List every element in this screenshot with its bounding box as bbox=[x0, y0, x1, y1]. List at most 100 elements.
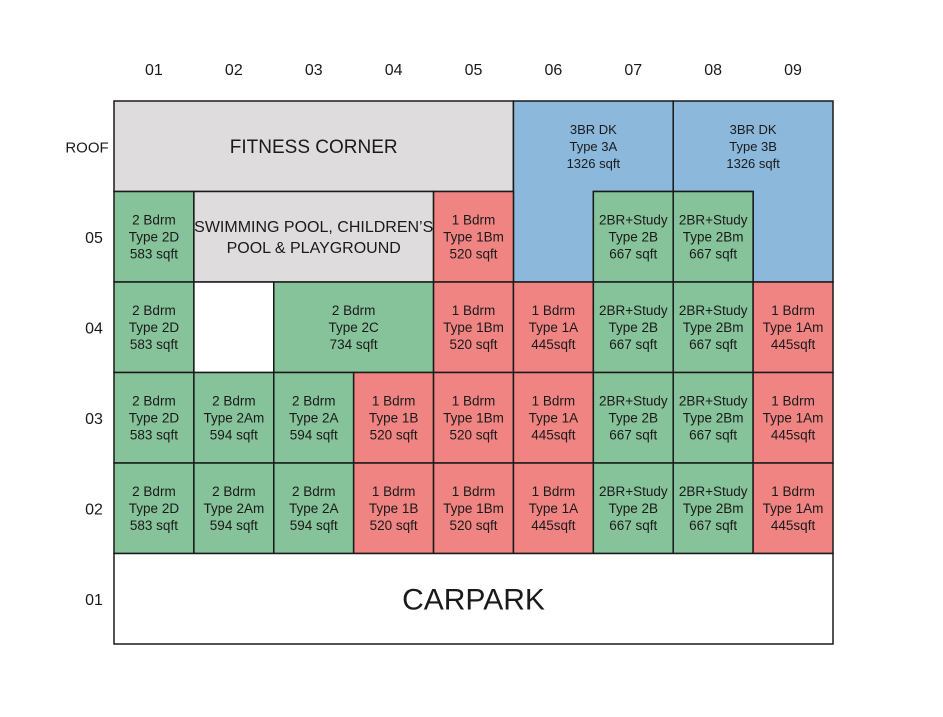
cell-label: 1 Bdrm bbox=[532, 303, 576, 318]
stack-header: 03 bbox=[305, 62, 323, 79]
cell-label: 1 Bdrm bbox=[532, 484, 576, 499]
cell-label: 667 sqft bbox=[689, 518, 737, 533]
cell-label: 1326 sqft bbox=[567, 156, 621, 171]
unit-cell: 2 Bdrm Type 2C 734 sqft bbox=[273, 281, 435, 374]
cell-shape bbox=[193, 190, 435, 283]
cell-label: 594 sqft bbox=[210, 518, 258, 533]
unit-cell: 2 Bdrm Type 2Am 594 sqft bbox=[193, 462, 275, 555]
unit-cell: 1 Bdrm Type 1Am 445sqft bbox=[752, 371, 834, 464]
stack-header: 02 bbox=[225, 62, 243, 79]
cell-label: 583 sqft bbox=[130, 247, 178, 262]
cell-label: FITNESS CORNER bbox=[230, 137, 398, 158]
cell-label: 445sqft bbox=[771, 518, 816, 533]
cell-label: 2BR+Study bbox=[679, 484, 748, 499]
stack-header: 07 bbox=[624, 62, 642, 79]
unit-cell: 1 Bdrm Type 1A 445sqft bbox=[512, 462, 595, 555]
cell-label: 520 sqft bbox=[370, 428, 418, 443]
cell-label: Type 1Bm bbox=[443, 320, 504, 335]
unit-cell: 1 Bdrm Type 1A 445sqft bbox=[512, 371, 595, 464]
cell-label: Type 2D bbox=[129, 501, 180, 516]
unit-cell: 2 Bdrm Type 2Am 594 sqft bbox=[193, 371, 275, 464]
cell-label: 3BR DK bbox=[730, 122, 777, 137]
cell-label: 667 sqft bbox=[689, 247, 737, 262]
cell-label: Type 2C bbox=[329, 320, 380, 335]
cell-label: 445sqft bbox=[771, 428, 816, 443]
cell-label: 445sqft bbox=[531, 518, 576, 533]
unit-cell: 2BR+Study Type 2B 667 sqft bbox=[592, 190, 674, 283]
unit-cell: 2BR+Study Type 2Bm 667 sqft bbox=[672, 462, 754, 555]
cell-label: 583 sqft bbox=[130, 337, 178, 352]
cell-label: Type 1B bbox=[369, 501, 419, 516]
cell-label: 520 sqft bbox=[449, 518, 497, 533]
cell-label: 1 Bdrm bbox=[372, 394, 416, 409]
cell-label: 445sqft bbox=[531, 337, 576, 352]
cell-shape bbox=[113, 552, 834, 645]
cell-label: 1 Bdrm bbox=[452, 394, 496, 409]
cell-label: 520 sqft bbox=[370, 518, 418, 533]
stack-header: 04 bbox=[385, 62, 403, 79]
cell-label: 594 sqft bbox=[290, 518, 338, 533]
cell-label: Type 2Bm bbox=[683, 501, 744, 516]
cell-label: Type 2Am bbox=[203, 501, 264, 516]
unit-cell: 1 Bdrm Type 1Am 445sqft bbox=[752, 462, 834, 555]
floor-label: 05 bbox=[85, 230, 103, 247]
cell-label: 520 sqft bbox=[449, 337, 497, 352]
cell-label: Type 2A bbox=[289, 501, 339, 516]
cell-label: 1 Bdrm bbox=[532, 394, 576, 409]
unit-cell: 2 Bdrm Type 2A 594 sqft bbox=[273, 462, 355, 555]
cell-label: Type 1A bbox=[529, 320, 579, 335]
cell-label: Type 3A bbox=[569, 139, 617, 154]
cell-label: Type 1Bm bbox=[443, 411, 504, 426]
cell-label: 667 sqft bbox=[609, 428, 657, 443]
stack-header: 06 bbox=[544, 62, 562, 79]
unit-cell: 2BR+Study Type 2B 667 sqft bbox=[592, 281, 674, 374]
cell-label: POOL & PLAYGROUND bbox=[227, 240, 401, 257]
unit-cell: 1 Bdrm Type 1B 520 sqft bbox=[352, 462, 435, 555]
cell-label: 1 Bdrm bbox=[452, 303, 496, 318]
cell-label: Type 1Am bbox=[763, 501, 824, 516]
cell-label: 520 sqft bbox=[449, 428, 497, 443]
unit-cell: 1 Bdrm Type 1B 520 sqft bbox=[352, 371, 435, 464]
cell-label: Type 2B bbox=[609, 501, 659, 516]
cell-label: 594 sqft bbox=[290, 428, 338, 443]
cell-label: 1 Bdrm bbox=[771, 303, 815, 318]
cell-shape bbox=[193, 281, 275, 374]
unit-cell: 2 Bdrm Type 2D 583 sqft bbox=[113, 371, 195, 464]
cell-label: 2 Bdrm bbox=[132, 213, 176, 228]
unit-cell: 1 Bdrm Type 1Bm 520 sqft bbox=[432, 462, 515, 555]
floor-label: 02 bbox=[85, 501, 103, 518]
cell-label: 667 sqft bbox=[609, 518, 657, 533]
cell-label: 583 sqft bbox=[130, 428, 178, 443]
cell-label: CARPARK bbox=[402, 584, 545, 617]
cell-label: Type 2D bbox=[129, 230, 180, 245]
unit-cell: 1 Bdrm Type 1Bm 520 sqft bbox=[432, 281, 515, 374]
unit-cell: CARPARK bbox=[113, 552, 834, 645]
cell-label: 2BR+Study bbox=[599, 213, 668, 228]
cell-label: Type 1A bbox=[529, 501, 579, 516]
unit-cell: 2 Bdrm Type 2D 583 sqft bbox=[113, 281, 195, 374]
cell-label: 3BR DK bbox=[570, 122, 617, 137]
cell-label: 1 Bdrm bbox=[771, 484, 815, 499]
cell-label: Type 2D bbox=[129, 320, 180, 335]
cell-label: Type 2Bm bbox=[683, 230, 744, 245]
unit-cell: 2 Bdrm Type 2D 583 sqft bbox=[113, 462, 195, 555]
unit-cell: 1 Bdrm Type 1Bm 520 sqft bbox=[432, 371, 515, 464]
unit-cell: 1 Bdrm Type 1Bm 520 sqft bbox=[432, 190, 515, 283]
cell-label: 734 sqft bbox=[330, 337, 378, 352]
empty-cell bbox=[193, 281, 275, 374]
cell-label: 2BR+Study bbox=[599, 394, 668, 409]
floor-label: ROOF bbox=[65, 139, 108, 156]
cell-label: 2 Bdrm bbox=[212, 484, 256, 499]
cell-label: 2BR+Study bbox=[599, 303, 668, 318]
cell-label: 2 Bdrm bbox=[292, 394, 336, 409]
cell-label: Type 1Bm bbox=[443, 501, 504, 516]
cell-label: 2 Bdrm bbox=[212, 394, 256, 409]
cell-label: SWIMMING POOL, CHILDREN’S bbox=[194, 219, 433, 236]
cell-label: 445sqft bbox=[531, 428, 576, 443]
cell-label: 2BR+Study bbox=[679, 394, 748, 409]
unit-cell: 2 Bdrm Type 2D 583 sqft bbox=[113, 190, 195, 283]
stack-header: 08 bbox=[704, 62, 722, 79]
cell-label: 2 Bdrm bbox=[132, 484, 176, 499]
unit-cell: 2 Bdrm Type 2A 594 sqft bbox=[273, 371, 355, 464]
